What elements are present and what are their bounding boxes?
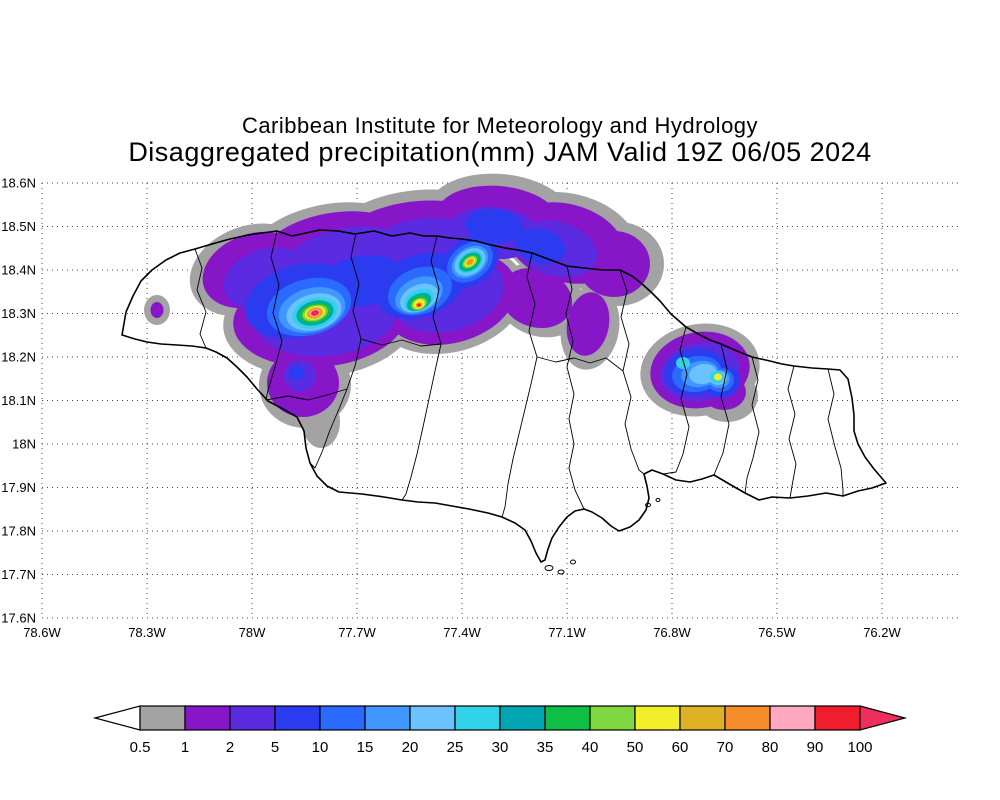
lon-tick-label: 77.4W [443, 625, 481, 640]
legend-swatch [274, 705, 321, 731]
precip-contour [417, 303, 421, 307]
precip-contour [150, 302, 164, 318]
legend-tick-label: 50 [627, 739, 644, 756]
axis-labels: 18.6N 18.5N 18.4N 18.3N 18.2N 18.1N 18N 17.9N 17… [1, 176, 901, 641]
product-title: Disaggregated precipitation(mm) JAM Vali… [128, 136, 872, 167]
offshore-cay [655, 498, 661, 502]
jamaica-basemap [121, 229, 887, 575]
parish-boundary [501, 252, 538, 518]
parish-boundary [619, 269, 645, 475]
precip-contour [714, 373, 722, 381]
legend-swatch [634, 705, 681, 731]
offshore-cay [570, 559, 576, 565]
legend-swatch [679, 705, 726, 731]
legend-swatch [409, 705, 456, 731]
lat-tick-label: 17.8N [1, 524, 36, 539]
legend-swatch [724, 705, 771, 731]
lat-tick-label: 17.7N [1, 567, 36, 582]
legend-swatch [139, 705, 186, 731]
legend-swatch [229, 705, 276, 731]
lon-tick-label: 76.5W [758, 625, 796, 640]
lat-tick-label: 18.6N [1, 176, 36, 191]
legend-swatch [454, 705, 501, 731]
legend-tick-label: 25 [447, 739, 464, 756]
lat-tick-label: 17.6N [1, 611, 36, 626]
legend-tick-label: 40 [582, 739, 599, 756]
parish-boundary [565, 265, 585, 510]
precip-contour [514, 228, 566, 264]
parish-boundary [787, 365, 797, 499]
precipitation-shading [144, 173, 760, 448]
legend-swatch [814, 705, 861, 731]
legend-tick-label: 5 [271, 739, 279, 756]
legend-swatch [184, 705, 231, 731]
parish-boundary [360, 338, 442, 347]
precip-contour [465, 208, 523, 244]
lat-tick-label: 17.9N [1, 480, 36, 495]
colorbar-legend: 0.5 1 2 5 10 15 20 25 30 35 40 50 60 70 80 90 100 [92, 705, 908, 756]
lon-tick-label: 77.7W [338, 625, 376, 640]
parish-boundary [401, 235, 442, 501]
precip-contour [676, 357, 690, 369]
parish-boundary [309, 232, 362, 469]
chart-titles: Caribbean Institute for Meteorology and … [0, 114, 1000, 167]
lon-tick-label: 78.3W [128, 625, 166, 640]
legend-tick-label: 100 [847, 739, 872, 756]
parish-boundary [744, 356, 760, 494]
lat-tick-label: 18.1N [1, 393, 36, 408]
legend-tick-label: 20 [402, 739, 419, 756]
parish-boundary [536, 356, 624, 372]
lon-tick-label: 76.8W [653, 625, 691, 640]
lat-tick-label: 18.3N [1, 306, 36, 321]
legend-tick-label: 2 [226, 739, 234, 756]
legend-tick-label: 15 [357, 739, 374, 756]
parish-boundary [713, 343, 730, 476]
legend-swatch [589, 705, 636, 731]
legend-swatch [319, 705, 366, 731]
precip-contour [289, 365, 305, 381]
legend-tick-label: 0.5 [130, 739, 151, 756]
lat-tick-label: 18N [12, 437, 36, 452]
precip-contour [313, 311, 317, 315]
legend-tick-label: 70 [717, 739, 734, 756]
legend-swatch [769, 705, 816, 731]
parish-boundary [265, 388, 348, 401]
offshore-cay [544, 565, 554, 571]
legend-tick-label: 35 [537, 739, 554, 756]
lat-tick-label: 18.4N [1, 263, 36, 278]
legend-arrow-right [859, 705, 908, 731]
legend-tick-label: 10 [312, 739, 329, 756]
parish-boundary [827, 368, 844, 496]
jamaica-coastline [121, 229, 887, 563]
legend-tick-label: 1 [181, 739, 189, 756]
legend-tick-label: 90 [807, 739, 824, 756]
legend-swatch [499, 705, 546, 731]
legend-tick-label: 60 [672, 739, 689, 756]
lon-tick-label: 76.2W [863, 625, 901, 640]
lat-tick-label: 18.5N [1, 219, 36, 234]
parish-boundary [194, 248, 207, 349]
precip-contour [499, 267, 573, 329]
legend-tick-label: 80 [762, 739, 779, 756]
offshore-cay [557, 569, 565, 575]
parish-boundary [265, 230, 283, 401]
precip-contour [467, 259, 473, 265]
lon-tick-label: 78.6W [23, 625, 61, 640]
legend-tick-label: 30 [492, 739, 509, 756]
legend-swatch [364, 705, 411, 731]
offshore-cay [645, 502, 651, 508]
precip-contour [578, 231, 650, 297]
precip-contour [566, 292, 610, 356]
legend-arrow-left [92, 705, 141, 731]
parish-boundary [662, 326, 690, 475]
lon-tick-label: 78W [239, 625, 266, 640]
lat-tick-label: 18.2N [1, 350, 36, 365]
lon-tick-label: 77.1W [548, 625, 586, 640]
institute-title: Caribbean Institute for Meteorology and … [241, 113, 759, 138]
legend-swatch [544, 705, 591, 731]
